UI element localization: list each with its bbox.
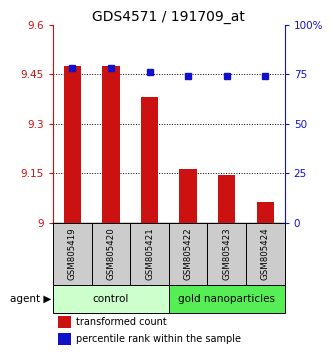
Text: GSM805420: GSM805420 xyxy=(106,228,116,280)
Text: gold nanoparticles: gold nanoparticles xyxy=(178,294,275,304)
Title: GDS4571 / 191709_at: GDS4571 / 191709_at xyxy=(92,10,245,24)
Bar xyxy=(92,223,130,285)
Bar xyxy=(130,223,169,285)
Text: control: control xyxy=(93,294,129,304)
Bar xyxy=(218,175,235,223)
Text: GSM805419: GSM805419 xyxy=(68,228,77,280)
Bar xyxy=(169,285,285,313)
Bar xyxy=(102,66,119,223)
Text: agent ▶: agent ▶ xyxy=(10,294,51,304)
Bar xyxy=(246,223,285,285)
Bar xyxy=(208,223,246,285)
Bar xyxy=(53,285,169,313)
Text: GSM805423: GSM805423 xyxy=(222,228,231,280)
Bar xyxy=(64,66,81,223)
Bar xyxy=(179,169,197,223)
Text: GSM805422: GSM805422 xyxy=(184,228,193,280)
Text: GSM805424: GSM805424 xyxy=(261,228,270,280)
Text: transformed count: transformed count xyxy=(76,318,167,327)
Text: GSM805421: GSM805421 xyxy=(145,228,154,280)
Bar xyxy=(141,97,158,223)
Bar xyxy=(58,316,71,328)
Text: percentile rank within the sample: percentile rank within the sample xyxy=(76,335,241,344)
Bar xyxy=(53,223,92,285)
Bar xyxy=(257,201,274,223)
Bar xyxy=(169,223,208,285)
Bar xyxy=(58,333,71,345)
